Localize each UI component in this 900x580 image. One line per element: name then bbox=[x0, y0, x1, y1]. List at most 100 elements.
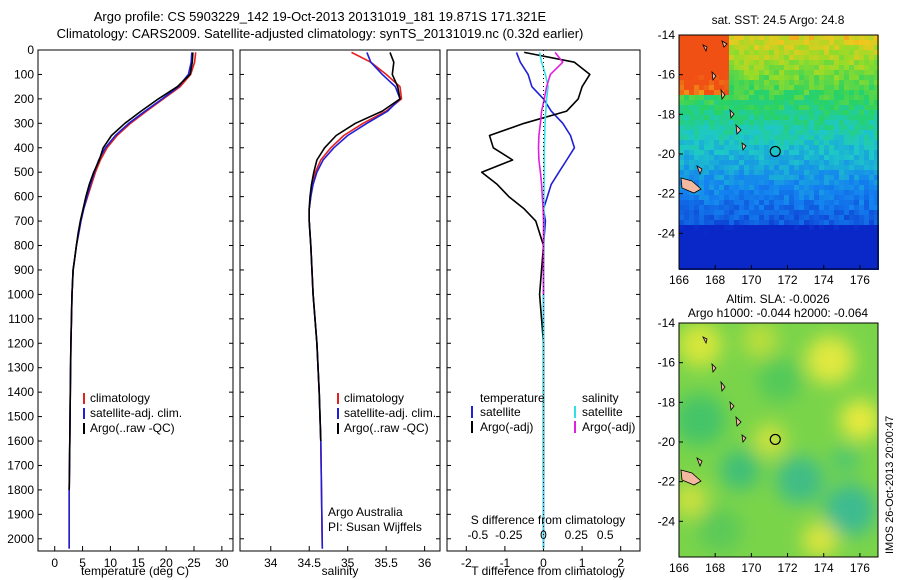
sst-cell bbox=[774, 165, 779, 170]
y-tick-label: 1800 bbox=[7, 483, 34, 497]
sst-cell bbox=[794, 215, 799, 220]
sst-cell bbox=[779, 195, 784, 200]
sst-cell bbox=[774, 35, 779, 40]
sst-cell bbox=[804, 70, 809, 75]
sst-cell bbox=[764, 75, 769, 80]
sst-cell bbox=[869, 195, 874, 200]
sst-cell bbox=[789, 40, 794, 45]
sst-cell bbox=[844, 60, 849, 65]
sla-blob bbox=[742, 323, 778, 358]
sst-cell bbox=[714, 140, 719, 145]
sst-cell bbox=[769, 225, 774, 230]
sst-cell bbox=[839, 255, 844, 260]
sst-cell bbox=[869, 110, 874, 115]
sst-cell bbox=[774, 260, 779, 265]
sst-cell bbox=[729, 205, 734, 210]
sst-cell bbox=[774, 155, 779, 160]
sla-blob bbox=[776, 456, 824, 504]
sst-cell bbox=[769, 150, 774, 155]
sst-cell bbox=[684, 160, 689, 165]
sla-island-3 bbox=[729, 400, 735, 412]
sst-cell bbox=[819, 180, 824, 185]
sst-cell bbox=[689, 160, 694, 165]
sst-cell bbox=[854, 130, 859, 135]
sst-cell bbox=[804, 140, 809, 145]
y-tick-label: 1500 bbox=[7, 410, 34, 424]
sst-cell bbox=[779, 95, 784, 100]
sst-cell bbox=[694, 245, 699, 250]
sst-cell bbox=[679, 150, 684, 155]
sst-cell bbox=[864, 55, 869, 60]
sst-cell bbox=[709, 100, 714, 105]
sst-cell bbox=[679, 135, 684, 140]
sst-island-6 bbox=[741, 142, 747, 152]
sst-cell bbox=[739, 45, 744, 50]
sst-cell bbox=[844, 205, 849, 210]
sst-cell bbox=[719, 250, 724, 255]
sst-cell bbox=[844, 45, 849, 50]
sst-cell bbox=[769, 75, 774, 80]
sla-blob bbox=[802, 522, 838, 557]
sst-cell bbox=[744, 265, 749, 270]
sst-cell bbox=[789, 215, 794, 220]
sst-cell bbox=[759, 115, 764, 120]
sst-cell bbox=[754, 225, 759, 230]
sst-cell bbox=[679, 100, 684, 105]
sst-cell bbox=[819, 80, 824, 85]
sst-cell bbox=[854, 35, 859, 40]
sst-cell bbox=[719, 215, 724, 220]
sst-cell bbox=[709, 85, 714, 90]
sst-cell bbox=[874, 255, 879, 260]
sst-cell bbox=[739, 250, 744, 255]
sst-cell bbox=[824, 70, 829, 75]
sst-cell bbox=[839, 170, 844, 175]
sst-cell bbox=[704, 250, 709, 255]
sst-cell bbox=[869, 70, 874, 75]
sst-cell bbox=[804, 145, 809, 150]
sst-cell bbox=[804, 235, 809, 240]
sst-cell bbox=[809, 65, 814, 70]
sst-cell bbox=[774, 40, 779, 45]
sst-cell bbox=[849, 260, 854, 265]
sst-cell bbox=[829, 185, 834, 190]
sst-cell bbox=[704, 185, 709, 190]
sst-cell bbox=[779, 100, 784, 105]
sst-cell bbox=[774, 200, 779, 205]
sst-cell bbox=[734, 45, 739, 50]
sst-cell bbox=[809, 55, 814, 60]
sst-cell bbox=[769, 120, 774, 125]
sst-cell bbox=[794, 170, 799, 175]
sst-cell bbox=[844, 180, 849, 185]
sst-cell bbox=[824, 180, 829, 185]
sst-cell bbox=[739, 260, 744, 265]
sst-cell bbox=[769, 185, 774, 190]
sst-cell bbox=[754, 250, 759, 255]
sst-cell bbox=[754, 50, 759, 55]
sst-cell bbox=[804, 230, 809, 235]
sst-cell bbox=[744, 95, 749, 100]
sst-cell bbox=[874, 225, 879, 230]
sst-cell bbox=[784, 215, 789, 220]
sst-cell bbox=[784, 60, 789, 65]
sst-cell bbox=[849, 115, 854, 120]
sst-cell bbox=[854, 255, 859, 260]
sst-cell bbox=[769, 195, 774, 200]
sst-cell bbox=[794, 85, 799, 90]
sst-cell bbox=[764, 60, 769, 65]
sst-cell bbox=[694, 95, 699, 100]
sst-cell bbox=[859, 120, 864, 125]
sst-cell bbox=[754, 200, 759, 205]
sst-cell bbox=[764, 95, 769, 100]
sst-cell bbox=[709, 90, 714, 95]
sst-cell bbox=[819, 100, 824, 105]
sst-cell bbox=[729, 125, 734, 130]
sst-cell bbox=[699, 260, 704, 265]
legend-label-temp-satellite: satellite bbox=[480, 405, 521, 419]
sst-cell bbox=[864, 100, 869, 105]
sst-cell bbox=[754, 240, 759, 245]
sst-cell bbox=[854, 185, 859, 190]
sst-cell bbox=[784, 135, 789, 140]
sst-cell bbox=[799, 75, 804, 80]
sst-cell bbox=[694, 75, 699, 80]
sst-cell bbox=[714, 175, 719, 180]
